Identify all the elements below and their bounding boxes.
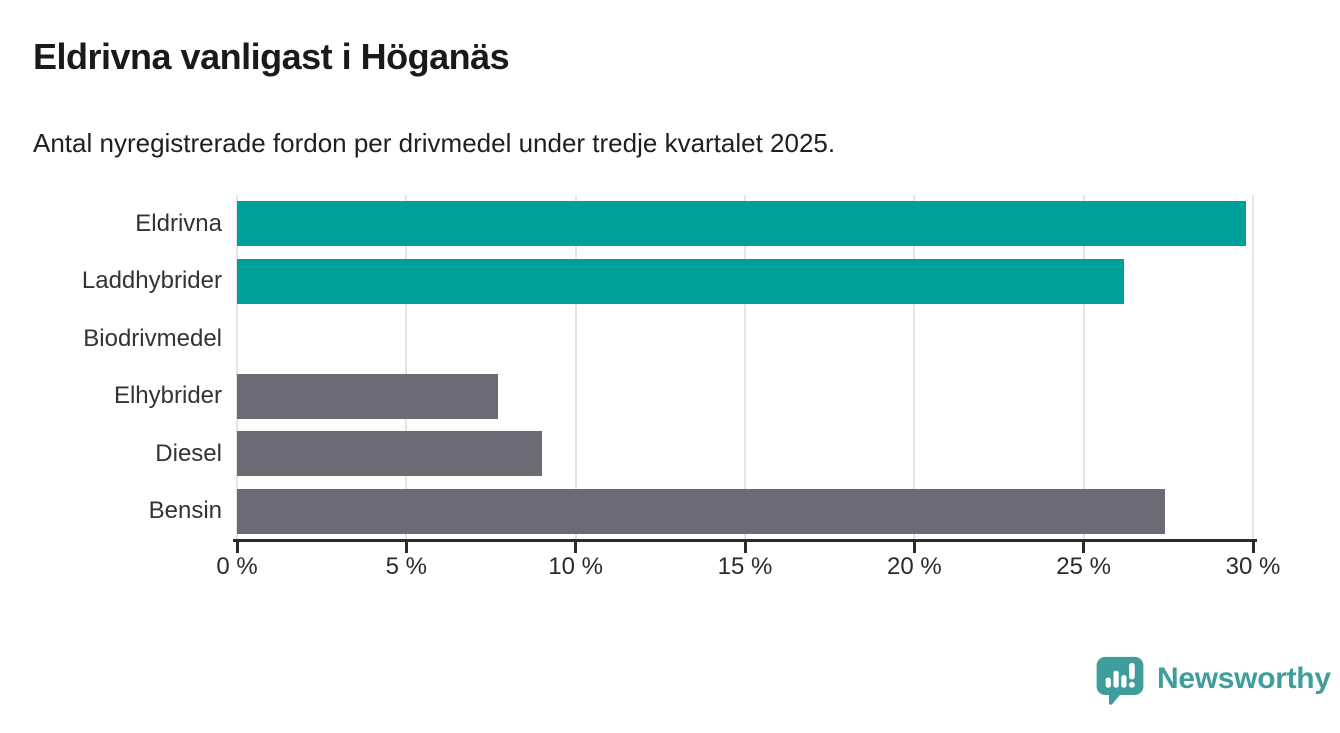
x-axis-tick-label: 30 % [1225, 553, 1281, 580]
x-axis-tick-label: 5 % [385, 553, 427, 580]
bar-eldrivna [237, 201, 1247, 247]
category-label: Bensin [148, 497, 222, 525]
x-axis-tick-label: 10 % [548, 553, 603, 580]
gridline [405, 195, 408, 540]
gridline [744, 195, 746, 540]
bar-bensin [237, 488, 1165, 534]
newsworthy-logo[interactable]: Newsworthy [1094, 653, 1331, 711]
chart-subtitle: Antal nyregistrerade fordon per drivmede… [33, 128, 836, 158]
x-axis-tick [1251, 542, 1255, 553]
x-axis-line [233, 539, 1257, 542]
x-axis-tick-label: 20 % [886, 553, 942, 580]
bar-diesel [237, 431, 542, 477]
x-axis-tick-label: 25 % [1056, 553, 1111, 580]
bar-elhybrider [237, 373, 498, 419]
category-label: Diesel [155, 439, 222, 467]
x-axis-tick [574, 542, 578, 553]
x-axis-tick [743, 542, 747, 553]
bar-laddhybrider [237, 258, 1125, 304]
x-axis-tick-label: 15 % [717, 553, 773, 580]
plot-area [236, 195, 1254, 540]
gridline [574, 195, 577, 540]
x-axis-tick [1082, 542, 1086, 553]
category-label: Biodrivmedel [83, 324, 222, 352]
gridline [1082, 195, 1085, 540]
category-labels: Eldrivna Laddhybrider Biodrivmedel Elhybrid… [0, 195, 222, 540]
category-label: Elhybrider [113, 382, 222, 410]
newsworthy-logo-icon [1096, 656, 1144, 705]
x-axis-tick [912, 542, 916, 553]
newsworthy-logo-text: Newsworthy [1157, 662, 1331, 695]
gridline [236, 195, 238, 540]
x-axis-tick [404, 542, 408, 553]
gridline [1252, 195, 1254, 540]
category-label: Laddhybrider [81, 267, 222, 295]
gridline [913, 195, 916, 540]
chart-title: Eldrivna vanligast i Höganäs [33, 36, 510, 77]
x-axis-tick [235, 542, 239, 553]
category-label: Eldrivna [135, 209, 222, 237]
x-axis-tick-label: 0 % [216, 553, 258, 580]
